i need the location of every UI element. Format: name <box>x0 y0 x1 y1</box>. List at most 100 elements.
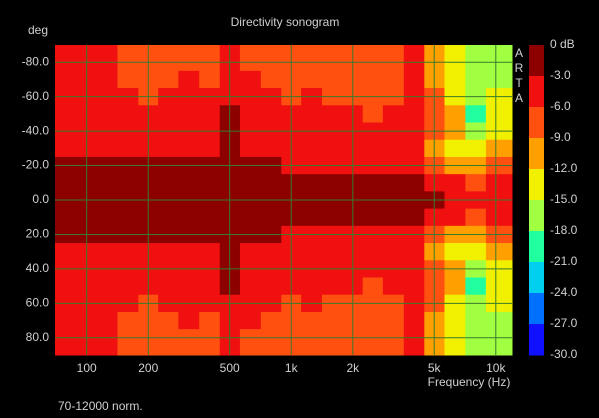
x-tick-label: 5k <box>428 361 442 375</box>
heatmap-cell <box>362 346 384 356</box>
y-tick-label: -40.0 <box>22 123 50 137</box>
heatmap-cell <box>260 105 282 123</box>
heatmap-cell <box>239 311 262 330</box>
heatmap-cell <box>444 243 466 261</box>
heatmap-cell <box>382 139 405 158</box>
heatmap-cell <box>322 174 344 192</box>
heatmap-cell <box>403 243 425 261</box>
heatmap-cell <box>178 243 200 261</box>
colorbar-label: -18.0 <box>550 223 578 237</box>
heatmap-cell <box>178 174 200 192</box>
watermark: ARTA <box>512 46 526 106</box>
heatmap-cell <box>96 105 118 123</box>
colorbar-label: -9.0 <box>550 130 571 144</box>
heatmap-cell <box>301 346 323 356</box>
heatmap-cell <box>158 277 179 296</box>
heatmap-cell <box>362 105 384 123</box>
heatmap-cell <box>301 311 323 330</box>
heatmap-cell <box>178 139 200 158</box>
heatmap-cell <box>403 70 425 89</box>
heatmap-cell <box>362 45 384 55</box>
y-tick-label: 0.0 <box>32 192 49 206</box>
y-tick-label: 40.0 <box>26 261 50 275</box>
colorbar-label: -21.0 <box>550 254 578 268</box>
heatmap-cell <box>485 139 513 158</box>
heatmap-cell <box>199 105 221 123</box>
heatmap-cell <box>362 311 384 330</box>
heatmap-cell <box>260 277 282 296</box>
heatmap-cell <box>158 105 179 123</box>
x-tick-label: 10k <box>486 361 506 375</box>
heatmap-cell <box>117 45 139 55</box>
heatmap-cell <box>96 346 118 356</box>
heatmap-cell <box>96 208 118 227</box>
heatmap-cell <box>158 346 179 356</box>
colorbar-label: -15.0 <box>550 192 578 206</box>
heatmap-cell <box>96 243 118 261</box>
heatmap-cell <box>382 208 405 227</box>
heatmap-cell <box>239 105 262 123</box>
colorbar-segment <box>529 293 544 325</box>
heatmap-cell <box>382 45 405 55</box>
heatmap-cell <box>301 70 323 89</box>
colorbar-label: -12.0 <box>550 161 578 175</box>
heatmap-cell <box>117 208 139 227</box>
heatmap-cell <box>465 277 487 296</box>
colorbar-label: -24.0 <box>550 285 578 299</box>
heatmap-cell <box>403 105 425 123</box>
heatmap-cell <box>96 311 118 330</box>
heatmap-cell <box>322 70 344 89</box>
x-tick-label: 500 <box>220 361 240 375</box>
x-tick-label: 100 <box>77 361 97 375</box>
heatmap-cell <box>96 139 118 158</box>
heatmap-cell <box>239 70 262 89</box>
chart-title: Directivity sonogram <box>231 15 340 29</box>
heatmap-cell <box>260 311 282 330</box>
heatmap-cell <box>465 208 487 227</box>
heatmap-cell <box>158 139 179 158</box>
y-tick-label: -60.0 <box>22 89 50 103</box>
heatmap-cell <box>362 243 384 261</box>
heatmap-cell <box>158 174 179 192</box>
heatmap-cell <box>301 174 323 192</box>
heatmap-cell <box>465 243 487 261</box>
heatmap-cell <box>158 208 179 227</box>
colorbar-segment <box>529 45 544 77</box>
x-tick-label: 200 <box>138 361 158 375</box>
heatmap-cell <box>301 277 323 296</box>
heatmap-cell <box>260 243 282 261</box>
heatmap-cell <box>382 277 405 296</box>
heatmap-cell <box>465 105 487 123</box>
colorbar-segment <box>529 76 544 108</box>
colorbar-label: -30.0 <box>550 347 578 361</box>
heatmap-cell <box>322 311 344 330</box>
heatmap-cell <box>485 346 513 356</box>
footnote: 70-12000 norm. <box>58 399 143 413</box>
heatmap-cell <box>444 311 466 330</box>
heatmap-cell <box>382 105 405 123</box>
heatmap-cell <box>239 174 262 192</box>
heatmap-cell <box>465 139 487 158</box>
heatmap-cell <box>158 311 179 330</box>
heatmap-cell <box>403 208 425 227</box>
heatmap-cell <box>158 243 179 261</box>
heatmap-cell <box>55 346 78 356</box>
heatmap-cell <box>403 45 425 55</box>
colorbar-label: 0 dB <box>550 37 575 51</box>
heatmap-cell <box>199 346 221 356</box>
heatmap-cell <box>199 243 221 261</box>
heatmap-cell <box>362 208 384 227</box>
heatmap-cell <box>382 243 405 261</box>
heatmap-cell <box>485 70 513 89</box>
heatmap-cell <box>444 139 466 158</box>
heatmap-cell <box>178 311 200 330</box>
heatmap-cell <box>444 45 466 55</box>
heatmap-cell <box>301 139 323 158</box>
heatmap-cell <box>199 45 221 55</box>
heatmap-cell <box>485 105 513 123</box>
heatmap-cell <box>465 174 487 192</box>
y-tick-label: -20.0 <box>22 158 50 172</box>
heatmap-cell <box>178 208 200 227</box>
heatmap-cell <box>96 174 118 192</box>
y-axis-label: deg <box>28 23 48 37</box>
